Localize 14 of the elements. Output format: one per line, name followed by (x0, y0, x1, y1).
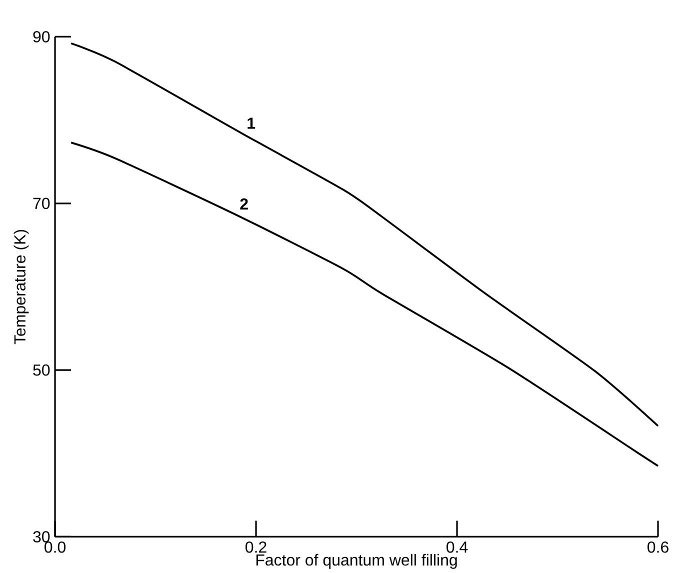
series-label: 2 (240, 198, 248, 210)
x-tick-label: 0.2 (246, 541, 266, 553)
y-tick-label: 70 (33, 198, 50, 210)
y-tick-label: 30 (33, 531, 50, 542)
line-series (70, 142, 659, 467)
x-axis-title: Factor of quantum well filling (256, 554, 457, 569)
x-tick-label: 0.6 (648, 541, 668, 553)
x-tick-label: 0.0 (44, 541, 66, 553)
y-tick-label: 90 (33, 31, 50, 42)
x-tick-label: 0.4 (446, 541, 468, 553)
series-label: 1 (248, 118, 256, 129)
y-tick-label: 50 (33, 364, 50, 376)
y-axis-title: Temperature (K) (14, 230, 29, 344)
line-series (70, 42, 659, 427)
